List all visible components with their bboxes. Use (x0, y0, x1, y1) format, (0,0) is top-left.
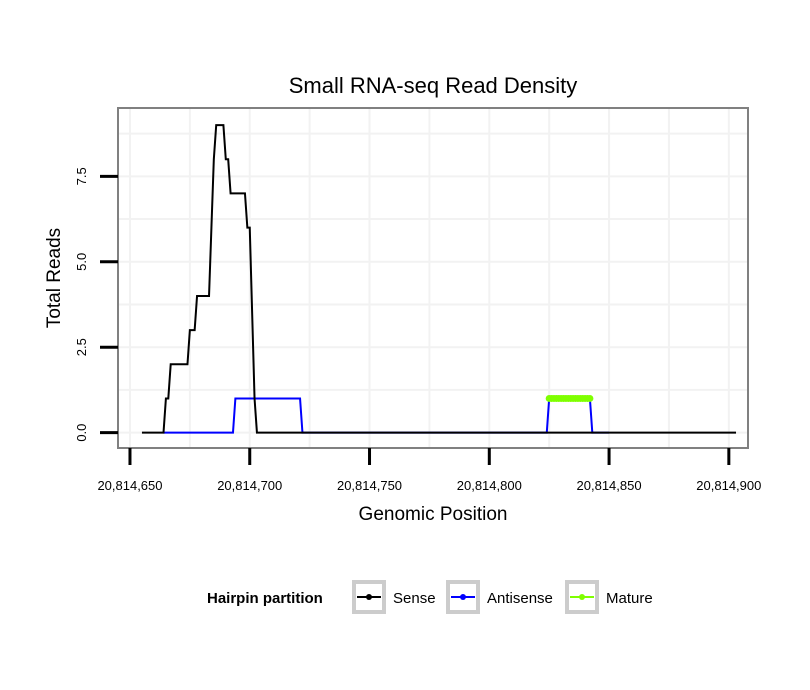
legend-title: Hairpin partition (207, 590, 323, 607)
y-axis: 0.0 2.5 5.0 7.5 (74, 167, 118, 442)
y-tick-label: 0.0 (74, 424, 89, 442)
plot-panel (118, 108, 748, 448)
legend-item-sense: Sense (352, 580, 436, 614)
x-tick-label: 20,814,800 (457, 478, 522, 493)
series-point-mature (586, 394, 594, 402)
plot-border (117, 107, 749, 449)
legend-item-antisense: Antisense (446, 580, 553, 614)
y-axis-title: Total Reads (44, 228, 65, 328)
x-tick-label: 20,814,900 (696, 478, 761, 493)
legend-label-sense: Sense (393, 590, 436, 607)
y-tick-label: 7.5 (74, 167, 89, 185)
x-tick-label: 20,814,750 (337, 478, 402, 493)
legend-point-antisense (460, 594, 466, 600)
x-tick-label: 20,814,850 (577, 478, 642, 493)
y-tick-label: 2.5 (74, 338, 89, 356)
chart-title: Small RNA-seq Read Density (289, 73, 578, 98)
series-layer (141, 124, 737, 434)
legend-item-mature: Mature (565, 580, 653, 614)
series-line-sense (141, 124, 737, 434)
x-axis: 20,814,650 20,814,700 20,814,750 20,814,800… (97, 448, 761, 493)
x-tick-label: 20,814,650 (97, 478, 162, 493)
y-tick-label: 5.0 (74, 253, 89, 271)
x-tick-label: 20,814,700 (217, 478, 282, 493)
legend-point-sense (366, 594, 372, 600)
legend-label-mature: Mature (606, 590, 653, 607)
legend-label-antisense: Antisense (487, 590, 553, 607)
legend: Hairpin partition Sense Antisense Mature (207, 580, 653, 614)
legend-point-mature (579, 594, 585, 600)
x-axis-title: Genomic Position (359, 504, 508, 525)
